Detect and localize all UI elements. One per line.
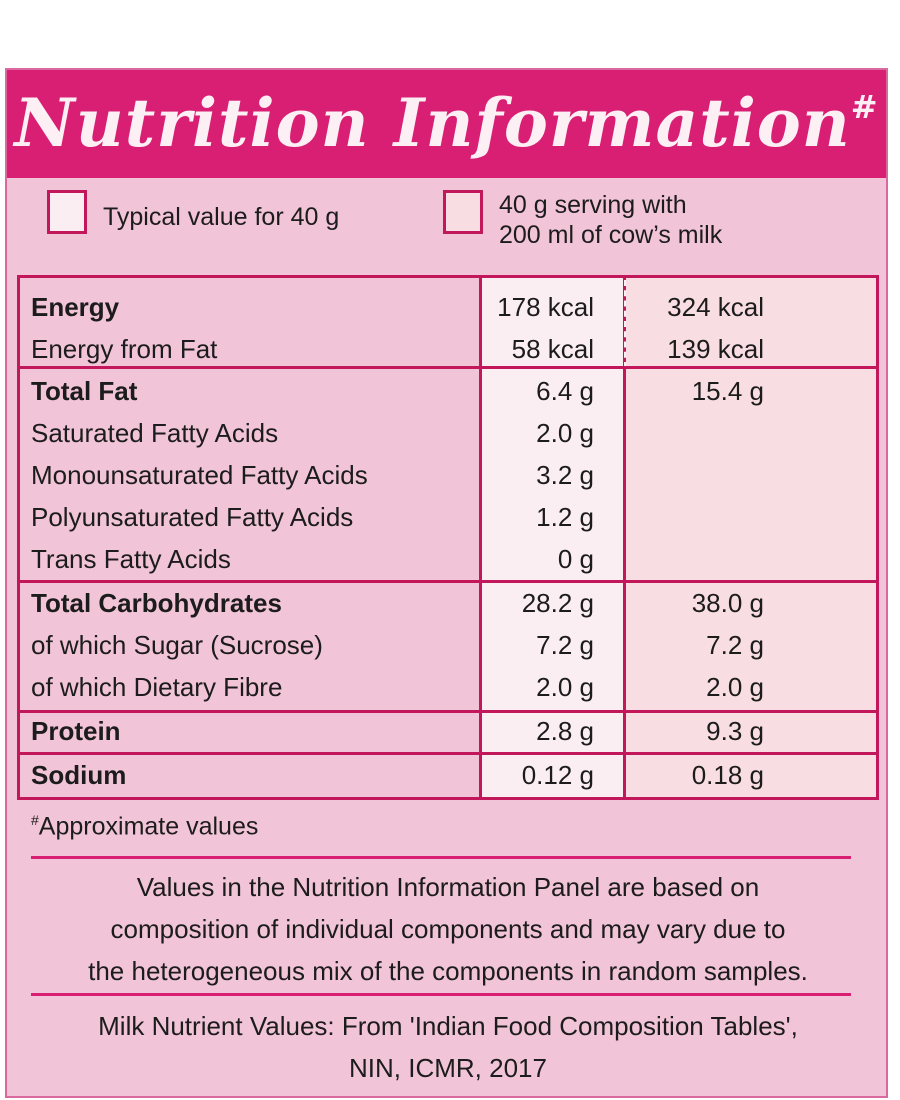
legend-per-40g: Typical value for 40 g	[47, 190, 339, 234]
row-label-trans: Trans Fatty Acids	[31, 544, 231, 574]
footnote: #Approximate values	[31, 812, 258, 841]
row-value-sugar-40g: 7.2 g	[536, 630, 594, 660]
disclaimer-line2: composition of individual components and…	[110, 914, 786, 944]
disclaimer-line1: Values in the Nutrition Information Pane…	[136, 872, 760, 902]
footnote-text: Approximate values	[38, 812, 259, 841]
row-value-sodium-milk: 0.18 g	[691, 760, 764, 790]
row-value-monounsaturated-40g: 3.2 g	[536, 460, 594, 490]
title-mark: #	[850, 88, 879, 126]
legend-swatch-with-milk	[443, 190, 483, 234]
source-line2: NIN, ICMR, 2017	[349, 1053, 547, 1083]
row-value-sugar-milk: 7.2 g	[706, 630, 764, 660]
row-label-monounsaturated: Monounsaturated Fatty Acids	[31, 460, 368, 490]
panel-header: Nutrition Information#	[7, 70, 886, 178]
row-label-polyunsaturated: Polyunsaturated Fatty Acids	[31, 502, 354, 532]
row-value-energy-40g: 178 kcal	[497, 292, 594, 322]
group-divider-3	[17, 710, 879, 713]
legend-with-milk: 40 g serving with 200 ml of cow’s milk	[443, 190, 722, 250]
nutrition-panel: Nutrition Information# Typical value for…	[5, 68, 888, 1098]
legend-label-line1: 40 g serving with	[499, 191, 687, 219]
row-value-energy-milk: 324 kcal	[667, 292, 764, 322]
row-value-total-fat-40g: 6.4 g	[536, 376, 594, 406]
panel-title: Nutrition Information#	[14, 84, 878, 162]
row-value-total-fat-milk: 15.4 g	[691, 376, 764, 406]
row-value-saturated-40g: 2.0 g	[536, 418, 594, 448]
row-value-polyunsaturated-40g: 1.2 g	[536, 502, 594, 532]
row-label-total-fat: Total Fat	[31, 376, 138, 406]
title-text: Nutrition Information	[14, 84, 851, 162]
disclaimer-text: Values in the Nutrition Information Pane…	[17, 866, 879, 992]
row-label-protein: Protein	[31, 716, 121, 746]
group-divider-4	[17, 752, 879, 755]
separator-1	[31, 856, 851, 859]
row-value-carbohydrates-40g: 28.2 g	[521, 588, 594, 618]
disclaimer-line3: the heterogeneous mix of the components …	[88, 956, 808, 986]
row-value-carbohydrates-milk: 38.0 g	[691, 588, 764, 618]
row-value-fibre-40g: 2.0 g	[536, 672, 594, 702]
row-label-carbohydrates: Total Carbohydrates	[31, 588, 282, 618]
row-label-sodium: Sodium	[31, 760, 127, 790]
legend-swatch-per-40g	[47, 190, 87, 234]
row-label-energy-fat: Energy from Fat	[31, 334, 218, 364]
legend-label-with-milk: 40 g serving with 200 ml of cow’s milk	[483, 190, 722, 250]
row-value-protein-milk: 9.3 g	[706, 716, 764, 746]
source-line1: Milk Nutrient Values: From 'Indian Food …	[98, 1011, 798, 1041]
row-label-sugar: of which Sugar (Sucrose)	[31, 630, 323, 660]
row-value-protein-40g: 2.8 g	[536, 716, 594, 746]
row-value-sodium-40g: 0.12 g	[521, 760, 594, 790]
column-divider-1	[479, 275, 482, 800]
group-divider-1	[17, 366, 879, 369]
row-label-saturated: Saturated Fatty Acids	[31, 418, 279, 448]
legend-label-line2: 200 ml of cow’s milk	[499, 221, 723, 249]
group-divider-2	[17, 580, 879, 583]
row-value-energy-fat-milk: 139 kcal	[667, 334, 764, 364]
legend-label-per-40g: Typical value for 40 g	[103, 203, 340, 231]
footnote-mark: #	[31, 812, 39, 828]
separator-2	[31, 993, 851, 996]
row-value-energy-fat-40g: 58 kcal	[511, 334, 594, 364]
dashed-divider	[624, 280, 626, 368]
row-label-fibre: of which Dietary Fibre	[31, 672, 283, 702]
row-label-energy: Energy	[31, 292, 120, 322]
row-value-fibre-milk: 2.0 g	[706, 672, 764, 702]
row-value-trans-40g: 0 g	[557, 544, 594, 574]
nutrition-table	[17, 275, 879, 800]
column-divider-2	[623, 275, 626, 800]
source-text: Milk Nutrient Values: From 'Indian Food …	[17, 1005, 879, 1089]
